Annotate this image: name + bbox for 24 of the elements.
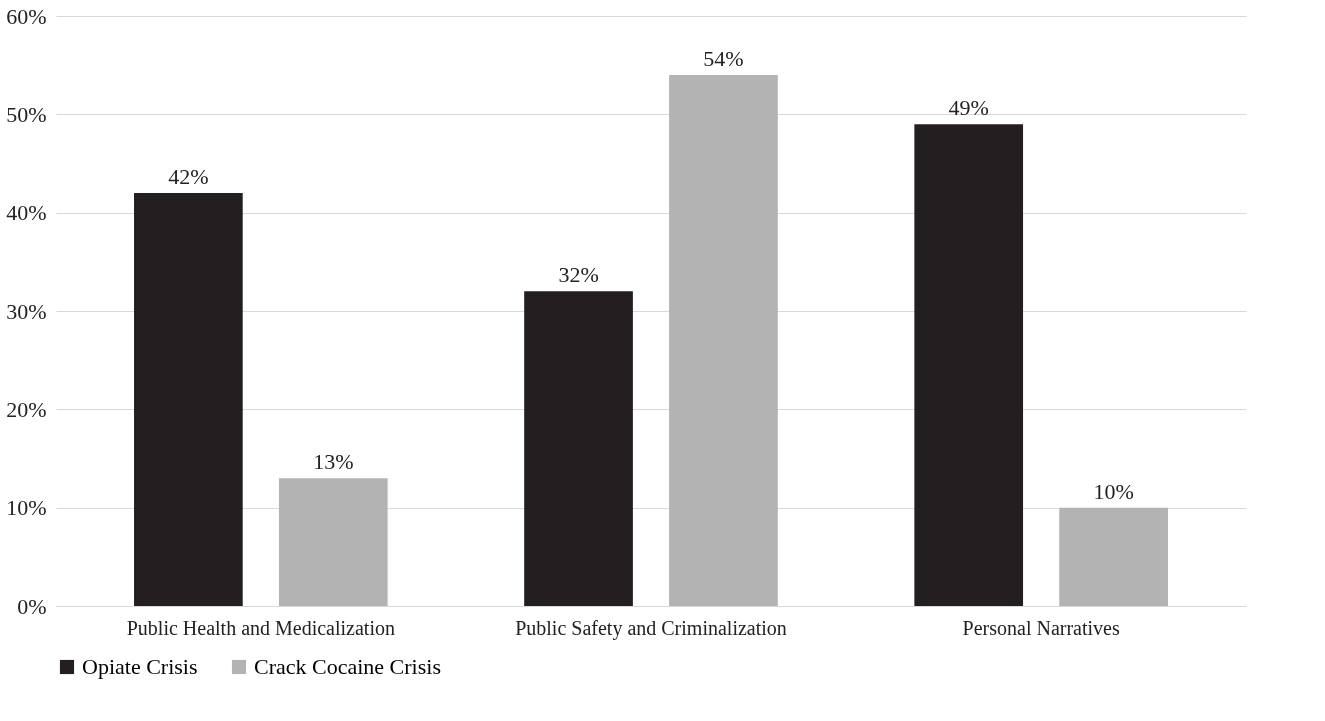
- bar: [524, 291, 633, 606]
- bar: [914, 124, 1024, 606]
- x-tick-label: Public Safety and Criminalization: [515, 616, 787, 640]
- data-label: 49%: [948, 95, 989, 121]
- data-label: 54%: [703, 46, 744, 71]
- y-tick-label: 40%: [6, 200, 47, 226]
- legend-label: Crack Cocaine Crisis: [254, 654, 441, 679]
- y-tick-label: 0%: [17, 593, 47, 619]
- bar: [669, 75, 778, 606]
- y-tick-label: 50%: [6, 101, 47, 127]
- y-tick-label: 10%: [6, 495, 47, 521]
- data-label: 42%: [168, 164, 209, 189]
- bar: [1059, 507, 1168, 606]
- y-tick-label: 30%: [6, 298, 47, 324]
- bar: [278, 478, 388, 606]
- legend-label: Opiate Crisis: [82, 654, 198, 679]
- y-tick-label: 60%: [6, 3, 47, 29]
- data-label: 10%: [1093, 478, 1134, 504]
- bar: [134, 193, 243, 606]
- x-tick-label: Personal Narratives: [962, 616, 1120, 639]
- y-tick-label: 20%: [6, 396, 47, 422]
- data-label: 13%: [313, 449, 354, 475]
- x-tick-label: Public Health and Medicalization: [126, 616, 395, 639]
- data-label: 32%: [558, 262, 599, 288]
